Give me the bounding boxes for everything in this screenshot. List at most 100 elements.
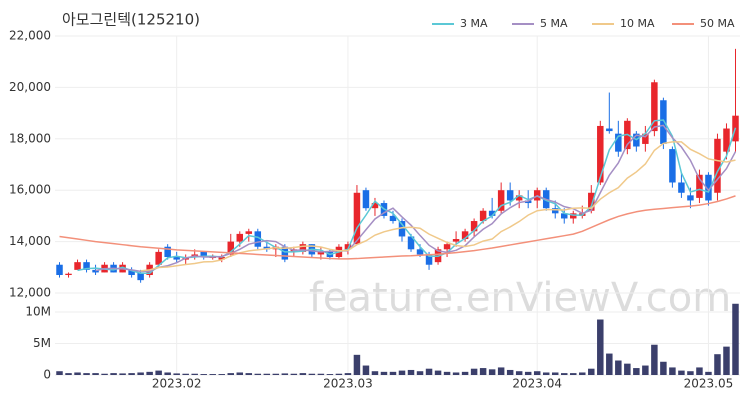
volume-bar bbox=[155, 370, 162, 375]
volume-bar bbox=[642, 365, 649, 375]
candle-body bbox=[389, 215, 397, 222]
candle-body bbox=[74, 262, 81, 270]
candle-body bbox=[723, 128, 730, 152]
volume-bar bbox=[389, 371, 397, 375]
volume-bar bbox=[452, 372, 460, 375]
candle-body bbox=[669, 149, 676, 183]
volume-bar bbox=[398, 370, 406, 375]
volume-bar bbox=[182, 373, 189, 375]
candle-body bbox=[254, 231, 262, 247]
volume-bar bbox=[533, 371, 541, 375]
candle-body bbox=[506, 190, 514, 201]
y-tick-label: 18,000 bbox=[9, 131, 51, 145]
volume-bar bbox=[669, 367, 676, 375]
volume-bar bbox=[164, 372, 171, 375]
volume-bar bbox=[714, 354, 721, 375]
candle-body bbox=[606, 128, 613, 132]
volume-bar bbox=[200, 374, 207, 375]
volume-bar bbox=[83, 373, 90, 375]
ma-line bbox=[95, 124, 737, 273]
volume-bar bbox=[281, 373, 289, 375]
volume-bar bbox=[515, 371, 523, 375]
volume-bar bbox=[407, 369, 415, 375]
volume-bar bbox=[290, 373, 298, 375]
candle-body bbox=[497, 190, 505, 211]
volume-bar bbox=[308, 373, 316, 375]
candle-body bbox=[642, 133, 649, 144]
volume-bar bbox=[335, 373, 343, 375]
x-tick-label: 2023.02 bbox=[152, 377, 202, 391]
candle-body bbox=[696, 174, 703, 198]
volume-bar bbox=[380, 371, 388, 375]
volume-bar bbox=[434, 370, 442, 375]
candle-body bbox=[515, 195, 523, 201]
volume-bar bbox=[74, 372, 81, 375]
volume-bar bbox=[497, 367, 505, 375]
volume-bar bbox=[624, 363, 631, 375]
candle-body bbox=[299, 244, 307, 252]
x-tick-label: 2023.05 bbox=[684, 377, 734, 391]
volume-bar bbox=[416, 371, 424, 375]
volume-bar bbox=[344, 373, 352, 375]
plot-area bbox=[55, 36, 740, 375]
candle-body bbox=[65, 273, 72, 276]
candle-body bbox=[317, 251, 325, 255]
volume-bar bbox=[696, 367, 703, 375]
volume-tick-label: 5M bbox=[33, 336, 51, 350]
volume-bar bbox=[371, 371, 379, 375]
legend-label: 50 MA bbox=[700, 17, 735, 30]
volume-bar bbox=[218, 374, 225, 375]
volume-bar bbox=[137, 372, 144, 375]
volume-bar bbox=[101, 373, 108, 375]
volume-bar bbox=[353, 354, 361, 375]
volume-bar bbox=[678, 370, 685, 375]
candle-body bbox=[164, 246, 171, 258]
volume-bar bbox=[92, 373, 99, 375]
volume-bar bbox=[110, 373, 117, 375]
volume-bar bbox=[119, 373, 126, 375]
volume-bar bbox=[227, 373, 235, 375]
volume-bar bbox=[524, 371, 532, 375]
volume-bar bbox=[551, 372, 559, 375]
volume-bar bbox=[479, 368, 487, 375]
candle-body bbox=[615, 133, 622, 152]
volume-bar bbox=[560, 373, 568, 375]
volume-bar bbox=[317, 373, 325, 375]
y-tick-label: 16,000 bbox=[9, 183, 51, 197]
y-tick-label: 22,000 bbox=[9, 29, 51, 43]
volume-bar bbox=[606, 353, 613, 375]
y-tick-label: 20,000 bbox=[9, 80, 51, 94]
candle-body bbox=[470, 221, 478, 232]
candle-body bbox=[371, 203, 379, 209]
candle-body bbox=[660, 100, 667, 144]
candle-body bbox=[425, 254, 433, 265]
ma-line bbox=[59, 195, 736, 260]
candle-body bbox=[705, 174, 712, 201]
candle-body bbox=[83, 262, 90, 270]
volume-bar bbox=[128, 373, 135, 375]
y-tick-label: 12,000 bbox=[9, 286, 51, 300]
x-tick-label: 2023.04 bbox=[512, 377, 562, 391]
legend-label: 5 MA bbox=[540, 17, 568, 30]
volume-bar bbox=[209, 374, 216, 375]
volume-bar bbox=[723, 346, 730, 375]
candle-body bbox=[200, 251, 207, 258]
candle-body bbox=[227, 241, 235, 255]
volume-bar bbox=[191, 373, 198, 375]
candle-body bbox=[461, 231, 469, 240]
legend-label: 3 MA bbox=[460, 17, 488, 30]
candle-body bbox=[687, 195, 694, 201]
candle-body bbox=[479, 210, 487, 222]
candle-body bbox=[488, 210, 496, 216]
candle-body bbox=[263, 246, 271, 250]
candle-body bbox=[570, 213, 577, 219]
candle-body bbox=[128, 269, 135, 276]
volume-bar bbox=[326, 374, 334, 375]
candle-body bbox=[245, 231, 253, 234]
candle-body bbox=[452, 239, 460, 242]
candle-body bbox=[551, 208, 559, 214]
volume-bar bbox=[570, 373, 577, 375]
volume-bar bbox=[425, 368, 433, 375]
volume-bar bbox=[245, 373, 253, 375]
